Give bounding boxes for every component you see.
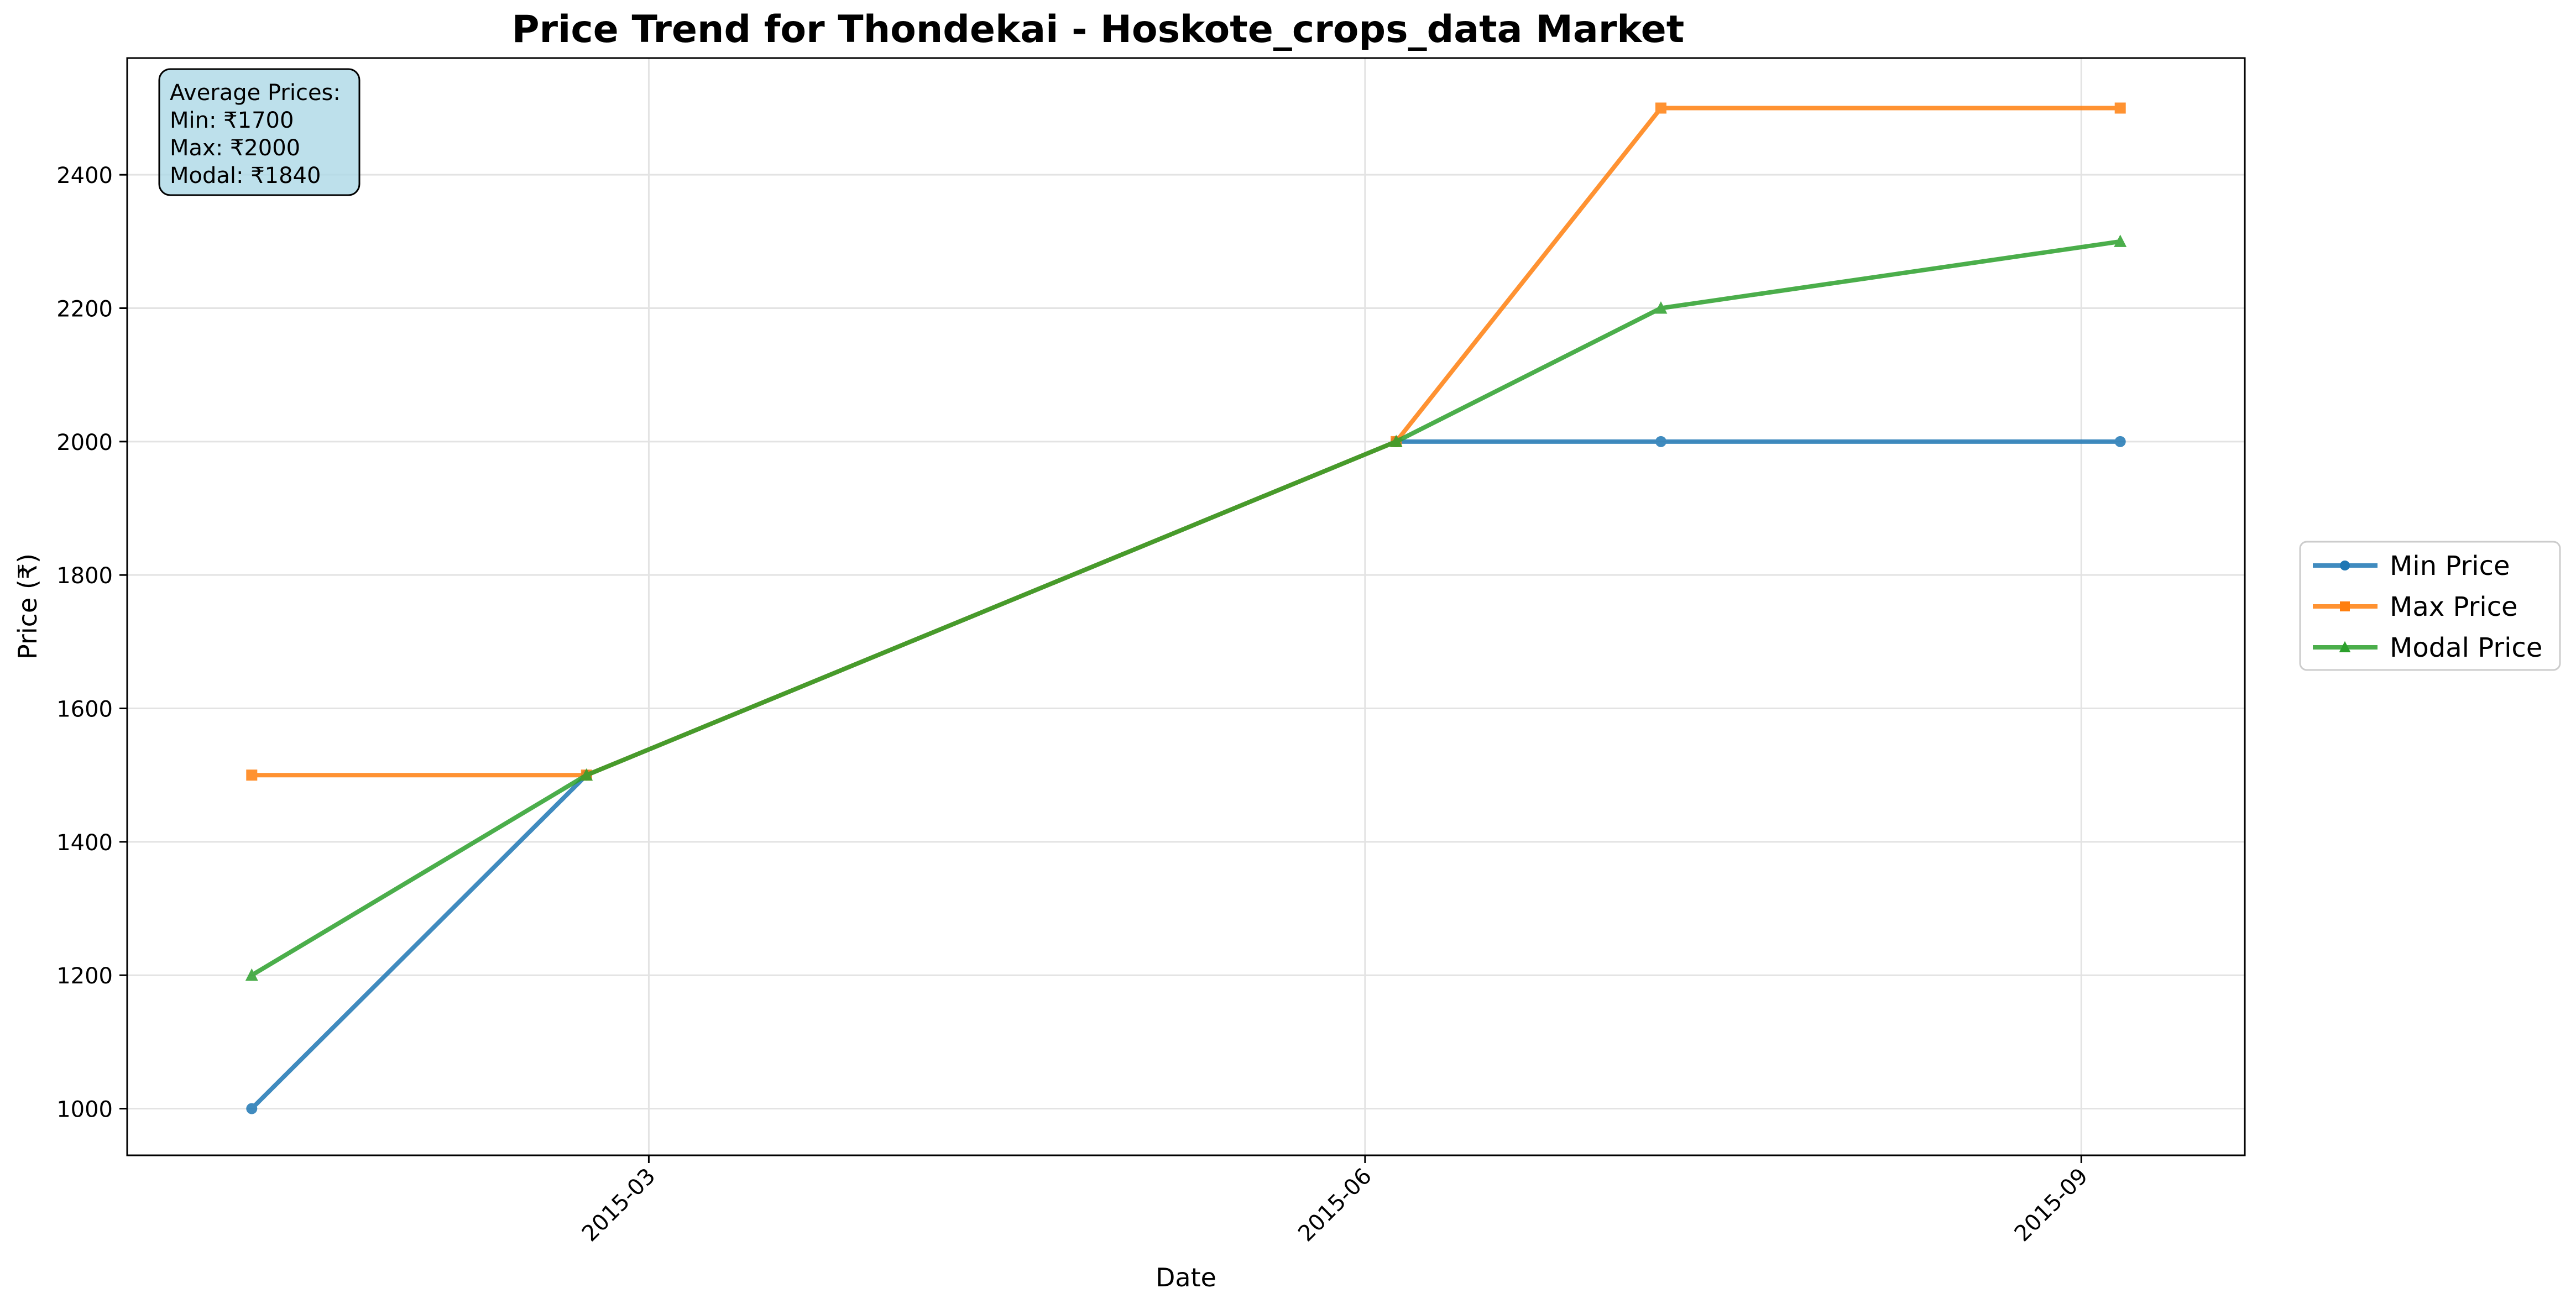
min-price-legend-label: Min Price: [2390, 551, 2510, 582]
modal-price-point: [2114, 234, 2127, 247]
max-price-legend-label: Max Price: [2390, 591, 2518, 622]
min-price-legend-marker: [2340, 561, 2350, 570]
min-price-point: [2114, 436, 2126, 447]
max-price-point: [1655, 102, 1666, 114]
min-price-point: [1655, 436, 1666, 447]
y-tick-label: 1800: [56, 563, 113, 589]
plot-area-frame: [126, 57, 2246, 1156]
y-tick-label: 2000: [56, 430, 113, 455]
min-price-point: [246, 1103, 258, 1114]
y-tick-label: 1200: [56, 964, 113, 989]
y-axis-label: Price (₹): [13, 553, 43, 659]
y-tick-label: 1400: [56, 830, 113, 856]
y-tick-label: 2400: [56, 163, 113, 189]
max-price-point: [2114, 102, 2126, 114]
modal-price-point: [580, 768, 593, 781]
modal-price-series: [245, 234, 2127, 981]
modal-price-legend-label: Modal Price: [2390, 632, 2542, 663]
max-price-point: [246, 769, 258, 781]
chart-title: Price Trend for Thondekai - Hoskote_crop…: [512, 8, 1685, 51]
grid-lines: [127, 58, 2245, 1155]
max-price-legend-marker: [2340, 601, 2350, 611]
annotation-line: Modal: ₹1840: [170, 163, 321, 189]
y-tick-label: 1600: [56, 697, 113, 722]
modal-price-point: [1654, 301, 1668, 314]
x-axis-label: Date: [1156, 1263, 1216, 1292]
legend: Min Price Max Price Modal Price: [2299, 541, 2561, 671]
modal-price-legend-marker: [2339, 641, 2351, 652]
series-lines: [245, 102, 2127, 1114]
annotation-line: Average Prices:: [170, 80, 341, 106]
y-tick-label: 2200: [56, 297, 113, 322]
y-tick-label: 1000: [56, 1097, 113, 1123]
modal-price-point: [1389, 434, 1403, 447]
annotation-background: [158, 68, 360, 196]
legend-frame: [2299, 541, 2561, 671]
modal-price-point: [245, 968, 258, 981]
annotation-line: Min: ₹1700: [170, 108, 294, 133]
annotation-line: Max: ₹2000: [170, 135, 300, 161]
